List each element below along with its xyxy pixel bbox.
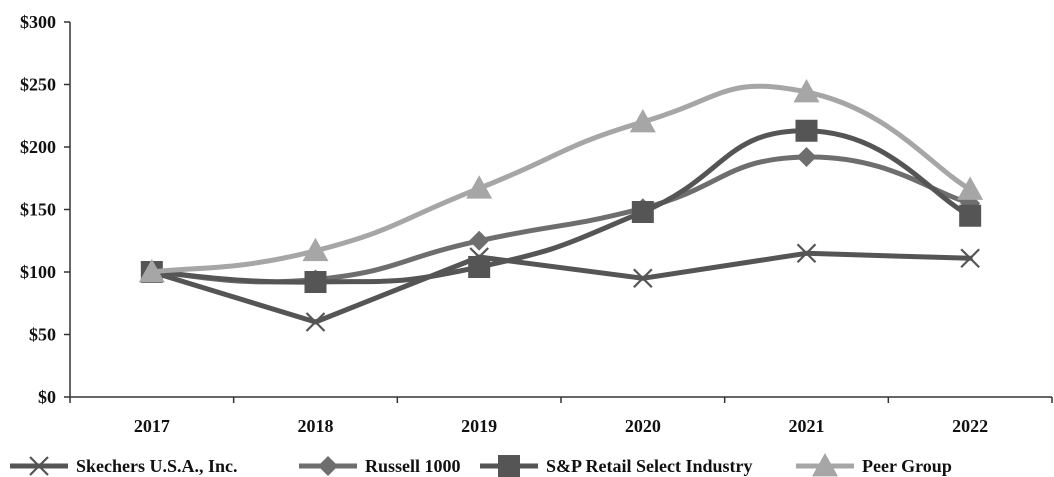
- data-point-triangle-icon: [138, 259, 165, 283]
- legend-label: Skechers U.S.A., Inc.: [76, 456, 238, 476]
- y-tick-labels: $0 $50 $100 $150 $200 $250 $300: [20, 12, 56, 407]
- data-point-x-icon: [796, 243, 817, 264]
- data-point-square-icon: [468, 256, 491, 278]
- data-point-triangle-icon: [957, 176, 984, 200]
- x-tick-label: 2020: [625, 416, 661, 436]
- series-0: [142, 243, 980, 332]
- series-line: [149, 83, 973, 275]
- data-point-x-icon: [305, 312, 326, 332]
- y-tick-label: $50: [29, 325, 56, 345]
- legend-diamond-icon: [318, 456, 338, 476]
- x-tick-labels: 2017 2018 2019 2020 2021 2022: [134, 416, 988, 436]
- series-3: [138, 79, 984, 283]
- data-point-triangle-icon: [793, 79, 820, 103]
- x-tick-label: 2019: [461, 416, 497, 436]
- data-point-triangle-icon: [302, 237, 329, 262]
- legend-item: S&P Retail Select Industry: [480, 455, 753, 477]
- data-point-square-icon: [795, 119, 818, 142]
- y-tick-label: $0: [38, 387, 56, 407]
- series-line: [149, 250, 973, 325]
- x-tick-label: 2022: [952, 416, 988, 436]
- data-point-square-icon: [959, 204, 982, 227]
- legend-item: Peer Group: [796, 453, 952, 477]
- axes: [64, 21, 1053, 403]
- data-point-diamond-icon: [469, 230, 490, 251]
- data-point-triangle-icon: [629, 109, 656, 133]
- series-line: [149, 154, 973, 285]
- y-tick-label: $200: [20, 137, 56, 157]
- legend-item: Skechers U.S.A., Inc.: [10, 456, 238, 476]
- x-tick-label: 2021: [789, 416, 825, 436]
- data-point-square-icon: [631, 201, 654, 223]
- data-point-square-icon: [304, 271, 327, 293]
- legend-label: Russell 1000: [365, 456, 461, 476]
- y-tick-label: $150: [20, 200, 56, 220]
- y-tick-label: $250: [20, 75, 56, 95]
- data-point-diamond-icon: [796, 147, 817, 167]
- legend-label: S&P Retail Select Industry: [546, 456, 753, 476]
- data-point-x-icon: [633, 268, 653, 289]
- data-point-triangle-icon: [466, 175, 493, 199]
- x-tick-label: 2017: [134, 416, 170, 436]
- y-tick-label: $300: [20, 12, 56, 32]
- legend-square-icon: [498, 455, 520, 477]
- legend-item: Russell 1000: [299, 456, 461, 476]
- y-tick-label: $100: [20, 262, 56, 282]
- legend: Skechers U.S.A., Inc. Russell 1000 S&P Ret…: [10, 453, 952, 477]
- data-point-x-icon: [960, 248, 980, 269]
- legend-label: Peer Group: [862, 456, 952, 476]
- series-lines: [138, 79, 984, 332]
- x-tick-label: 2018: [298, 416, 334, 436]
- legend-triangle-icon: [812, 453, 838, 477]
- legend-x-icon: [29, 456, 49, 476]
